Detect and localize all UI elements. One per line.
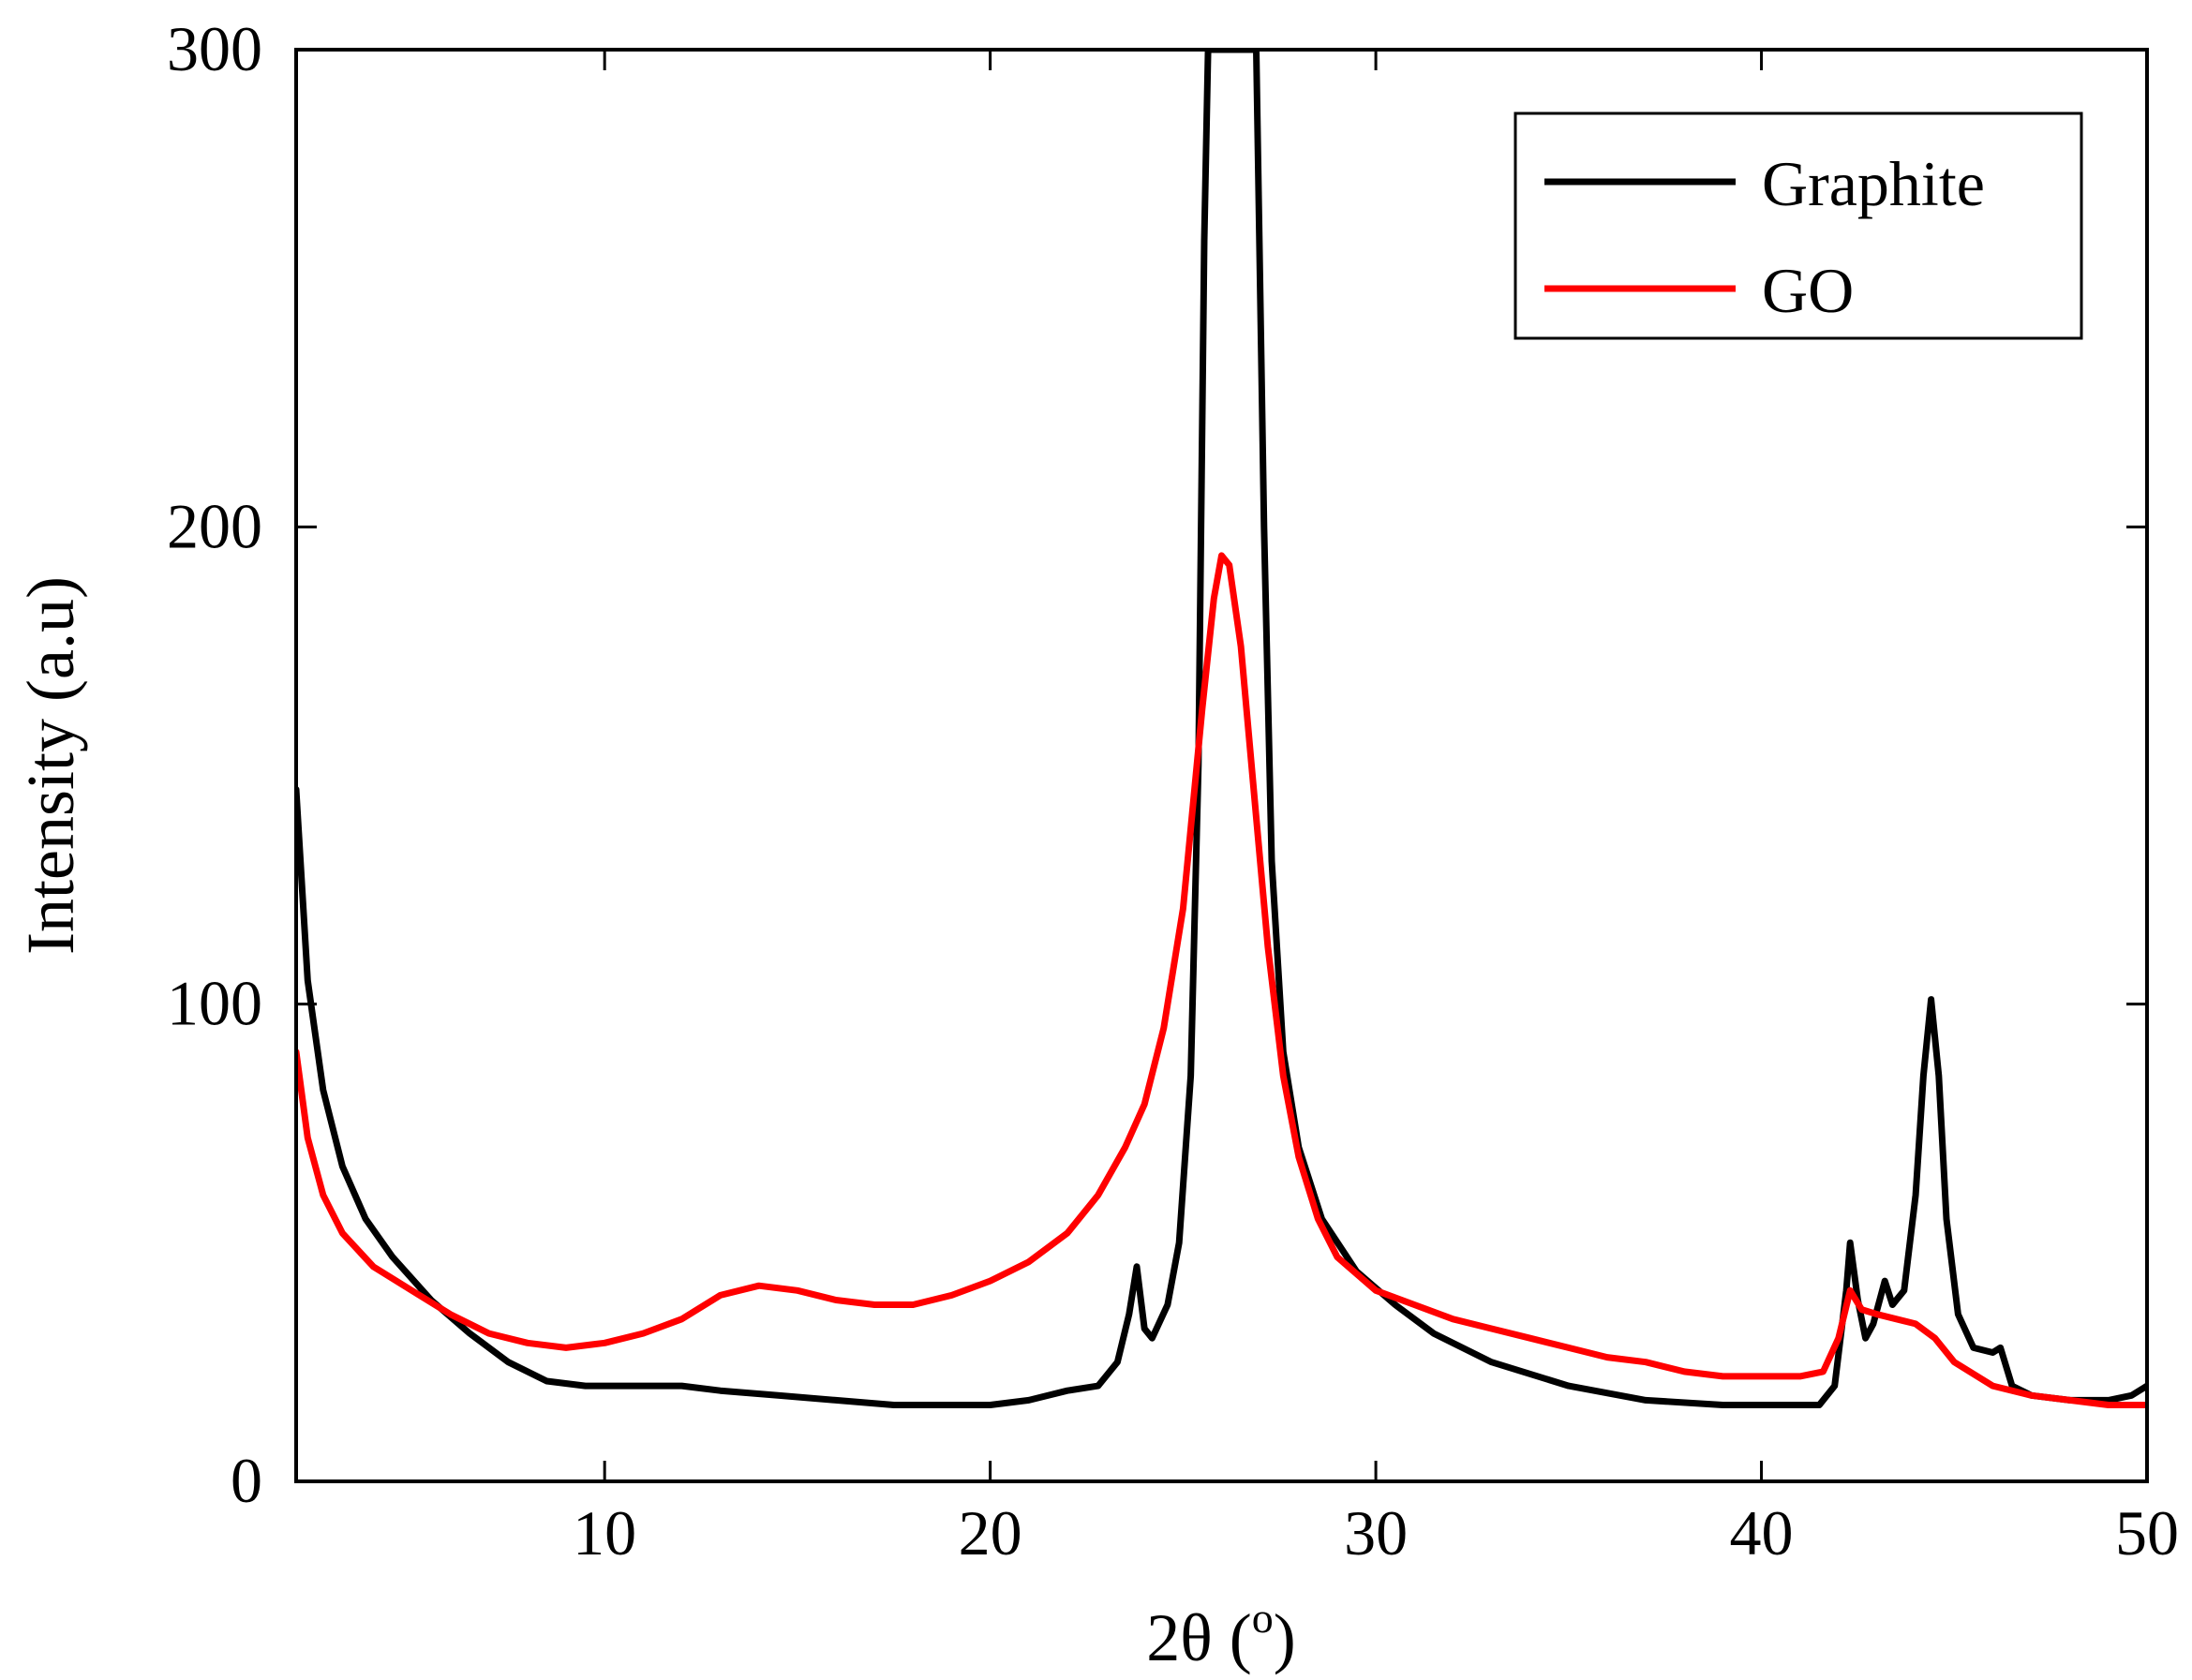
legend: Graphite GO (1514, 112, 2083, 340)
series-line-graphite (296, 50, 2147, 1408)
legend-label-graphite: Graphite (1762, 148, 1985, 219)
y-tick-label: 0 (231, 1445, 262, 1516)
x-tick-label: 10 (573, 1497, 636, 1568)
y-tick-label: 300 (167, 13, 262, 84)
plot-frame (294, 48, 2149, 1483)
legend-label-go: GO (1762, 255, 1854, 326)
x-tick-label: 20 (959, 1497, 1022, 1568)
y-tick-label: 200 (167, 490, 262, 561)
series-line-go (296, 552, 2147, 1408)
ticks-layer: 10 20 30 40 50 0 100 200 300 (167, 13, 2179, 1568)
x-axis-label: 2θ (o) (1146, 1594, 1295, 1675)
x-tick-label: 50 (2115, 1497, 2179, 1568)
y-axis-label: Intensity (a.u) (13, 576, 88, 955)
series-layer (296, 50, 2147, 1408)
y-tick-label: 100 (167, 968, 262, 1039)
legend-box (1514, 112, 2083, 340)
x-tick-label: 40 (1730, 1497, 1794, 1568)
x-tick-label: 30 (1344, 1497, 1408, 1568)
